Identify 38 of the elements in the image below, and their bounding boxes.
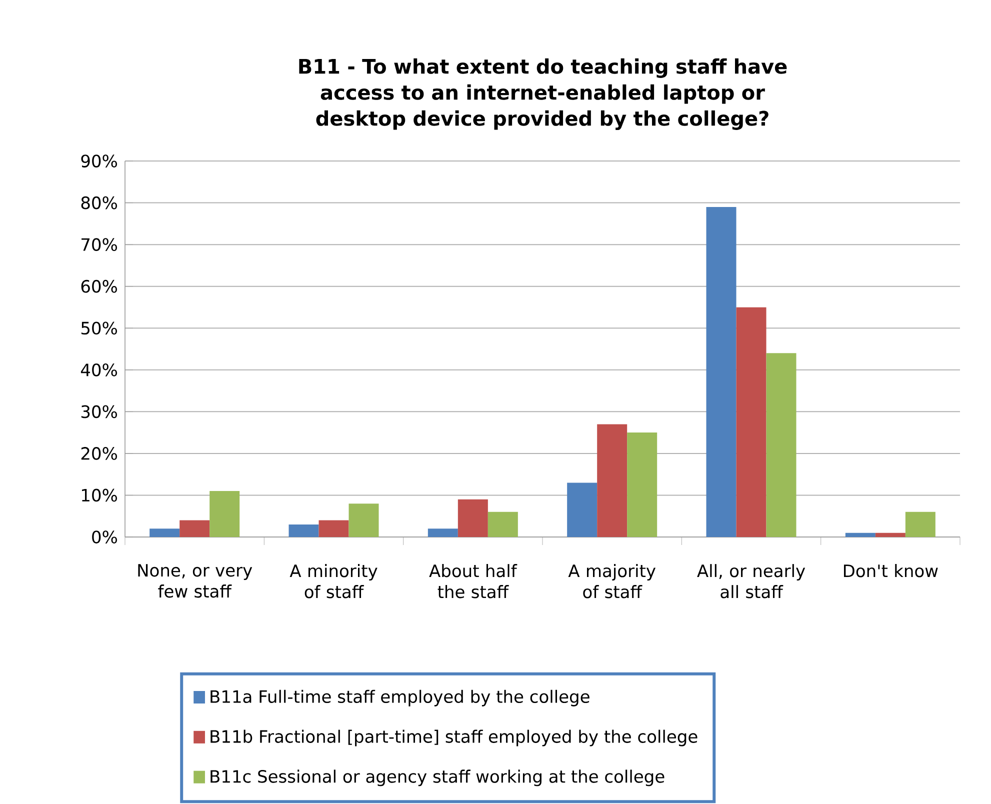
x-tick-label: Don't know — [844, 564, 938, 578]
y-tick-label: 90% — [81, 154, 117, 168]
x-tick-label: All, or nearly all staff — [697, 564, 806, 598]
y-tick-label: 40% — [80, 363, 117, 376]
legend-label: B11a Full-time staff employed by the college — [210, 690, 590, 706]
bar — [318, 520, 349, 538]
y-tick-label: 80% — [81, 196, 117, 210]
bar — [288, 524, 319, 538]
bar — [597, 424, 628, 538]
legend-label: B11b Fractional [part-time] staff employed by the college — [210, 730, 698, 746]
bar — [905, 512, 936, 538]
legend-label: B11c Sessional or agency staff working at the college — [210, 770, 664, 786]
y-tick-label: 30% — [81, 405, 117, 418]
x-tick-label: None, or very few staff — [138, 564, 252, 598]
bar — [458, 499, 488, 538]
x-tick-label: About half the staff — [429, 564, 518, 598]
y-tick-label: 70% — [82, 238, 117, 252]
chart-title: B11 - To what extent do teaching staff have access to an internet-enabled laptop or desktop device provided by the college? — [299, 58, 787, 130]
y-tick-label: 50% — [81, 322, 117, 335]
bar — [180, 520, 210, 538]
x-tick-label: A majority of staff — [568, 564, 656, 598]
y-tick-label: 20% — [81, 447, 117, 460]
bar — [706, 206, 736, 538]
y-tick-label: 60% — [81, 280, 117, 293]
y-tick-label: 0% — [92, 530, 117, 544]
x-tick-label: A minority of staff — [290, 564, 378, 598]
bar — [567, 482, 598, 538]
bar — [845, 532, 876, 538]
bar — [766, 353, 796, 538]
bar — [428, 528, 458, 538]
bar — [488, 512, 518, 538]
bar — [875, 532, 906, 538]
bar — [210, 491, 240, 538]
y-tick-label: 10% — [82, 488, 117, 502]
bar — [348, 504, 379, 538]
bar — [150, 528, 180, 538]
bar — [627, 432, 658, 538]
bar — [736, 307, 766, 538]
